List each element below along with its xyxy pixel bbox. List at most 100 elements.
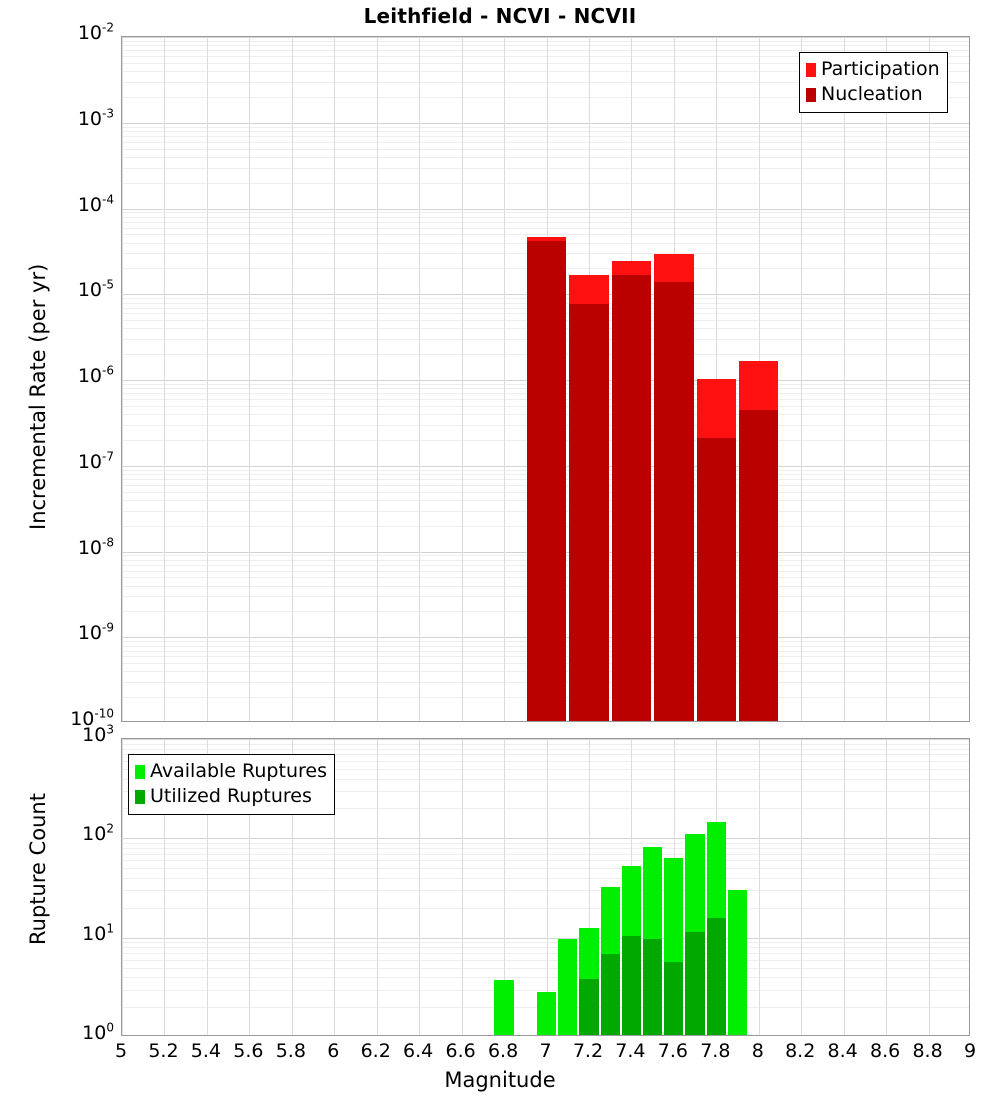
gridline-vertical [886,739,888,1035]
gridline-vertical [164,739,166,1035]
x-tick-label: 7 [539,1040,552,1062]
gridline-vertical [206,37,208,721]
x-tick-label: 7.8 [700,1040,731,1062]
legend-incremental-rate: Participation Nucleation [799,52,948,113]
legend-rupture-count: Available Ruptures Utilized Ruptures [128,754,335,815]
gridline-minor [122,156,969,158]
gridline-minor [122,216,969,218]
x-tick-label: 7.2 [572,1040,604,1062]
gridline-minor [122,167,969,169]
bar-utilized-ruptures [600,953,620,1035]
gridline-vertical [928,37,930,721]
gridline-minor [122,967,969,969]
legend-swatch-icon [806,62,816,77]
gridline-vertical [249,739,251,1035]
gridline-minor [122,877,969,879]
bars-incremental-rate [122,37,969,721]
legend-item: Participation [806,57,940,82]
gridline-major [122,838,969,840]
legend-swatch-icon [806,87,816,102]
gridline-minor [122,860,969,862]
gridline-minor [122,959,969,961]
gridline-minor [122,989,969,991]
legend-label: Nucleation [821,83,923,105]
gridline-vertical [461,739,463,1035]
gridline-vertical [419,739,421,1035]
bar-available-ruptures [536,992,557,1035]
grid-lines-bottom [122,739,969,1035]
gridline-minor [122,96,969,98]
gridline-vertical [206,739,208,1035]
gridline-minor [122,234,969,236]
gridline-major [122,937,969,939]
gridline-minor [122,847,969,849]
gridline-vertical [122,739,123,1035]
bar-nucleation [696,437,736,721]
gridline-minor [122,761,969,763]
x-axis-ticks: 5 5.2 5.4 5.6 5.8 6 6.2 6.4 6.6 6.8 7 7.2 7.4 7.6 7.8 8… [0,1040,1000,1070]
gridline-vertical [801,739,803,1035]
gridline-minor [122,131,969,133]
gridline-major [122,37,969,38]
y-axis-ticks-bottom: 103 102 101 100 [0,0,114,1045]
gridline-vertical [504,37,506,721]
x-tick-label: 6.4 [403,1040,434,1062]
gridline-vertical [164,37,166,721]
gridline-minor [122,45,969,47]
page-title: Leithfield - NCVI - NCVII [363,4,637,28]
gridline-minor [122,868,969,870]
x-tick-label: 6.2 [360,1040,391,1062]
x-tick-label: 5 [114,1040,128,1062]
gridline-minor [122,126,969,128]
x-tick-label: 8.2 [785,1040,816,1062]
bar-utilized-ruptures [706,918,726,1035]
gridline-vertical [504,739,506,1035]
legend-item: Available Ruptures [135,759,327,784]
x-tick-label: 8 [751,1040,764,1062]
y-tick-label: 10-9 [77,620,114,645]
gridline-minor [122,62,969,64]
gridline-vertical [249,37,251,721]
gridline-minor [122,953,969,955]
gridline-minor [122,56,969,58]
gridline-vertical [291,739,293,1035]
x-axis-title: Magnitude [444,1068,556,1092]
gridline-minor [122,947,969,949]
gridline-minor [122,890,969,892]
legend-label: Utilized Ruptures [150,785,312,807]
x-tick-label: 8.6 [869,1040,901,1062]
gridline-minor [122,907,969,909]
bar-available-ruptures [727,889,748,1035]
y-axis-ticks-top: 10-2 10-3 10-4 10-5 10-6 10-7 10-8 10-9 10-10 [0,0,114,730]
bars-rupture-count [122,739,969,1035]
y-tick-label: 10-4 [77,192,114,216]
gridline-minor [122,842,969,844]
gridline-vertical [334,739,336,1035]
gridline-minor [122,768,969,770]
gridline-vertical [291,37,293,721]
x-tick-label: 5.6 [233,1040,264,1062]
gridline-vertical [461,37,463,721]
x-tick-label: 7.4 [615,1040,646,1062]
gridline-minor [122,227,969,229]
y-tick-label: 10-5 [77,277,114,302]
gridline-vertical [801,37,803,721]
gridline-minor [122,790,969,792]
gridline-minor [122,808,969,810]
x-tick-label: 9 [963,1040,977,1062]
x-tick-label: 5.4 [190,1040,221,1062]
legend-item: Utilized Ruptures [135,784,327,809]
gridline-vertical [886,37,888,721]
bar-nucleation [739,410,779,721]
legend-swatch-icon [135,764,145,779]
legend-item: Nucleation [806,82,940,107]
bar-utilized-ruptures [685,931,705,1035]
x-tick-label: 5.8 [275,1040,306,1062]
gridline-minor [122,136,969,138]
gridline-minor [122,182,969,184]
y-tick-label: 10-2 [77,20,114,44]
legend-label: Participation [821,58,940,80]
bar-nucleation [654,282,694,721]
gridline-minor [122,81,969,83]
gridline-minor [122,141,969,143]
